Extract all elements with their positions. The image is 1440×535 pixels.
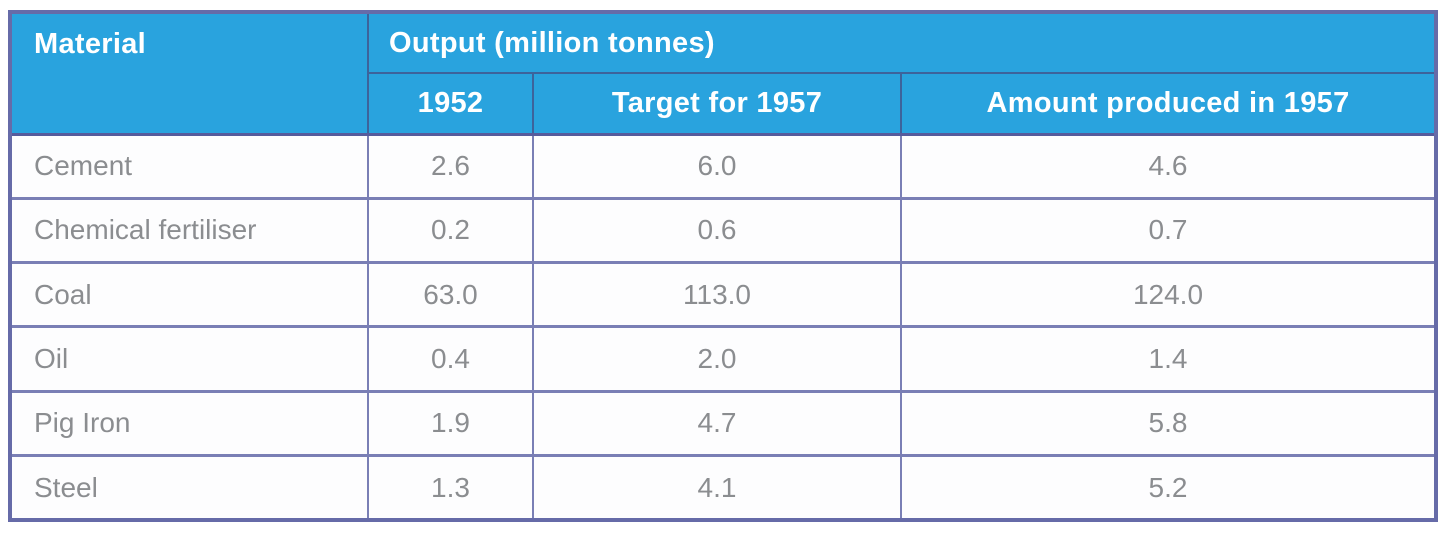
table-row: Oil 0.4 2.0 1.4 (9, 325, 1437, 393)
cell-value-1952: 2.6 (367, 132, 534, 200)
cell-value-1952: 1.9 (367, 389, 534, 458)
cell-material: Cement (9, 132, 369, 200)
header-material: Material (9, 11, 369, 136)
cell-material: Chemical fertiliser (9, 196, 369, 265)
cell-value-produced: 5.8 (900, 389, 1437, 458)
cell-material: Steel (9, 454, 369, 522)
cell-value-produced: 4.6 (900, 132, 1437, 200)
cell-value-target: 6.0 (532, 132, 902, 200)
table-body: Cement 2.6 6.0 4.6 Chemical fertiliser 0… (9, 132, 1437, 522)
header-produced-1957: Amount produced in 1957 (900, 72, 1437, 136)
cell-value-produced: 1.4 (900, 325, 1437, 393)
cell-value-produced: 5.2 (900, 454, 1437, 522)
cell-material: Pig Iron (9, 389, 369, 458)
cell-material: Coal (9, 261, 369, 329)
table-header: Material Output (million tonnes) 1952 Ta… (9, 11, 1437, 136)
cell-value-1952: 0.2 (367, 196, 534, 265)
cell-material: Oil (9, 325, 369, 393)
cell-value-produced: 124.0 (900, 261, 1437, 329)
cell-value-target: 4.7 (532, 389, 902, 458)
table-row: Chemical fertiliser 0.2 0.6 0.7 (9, 196, 1437, 265)
header-output-group: Output (million tonnes) (367, 11, 1437, 74)
table-row: Pig Iron 1.9 4.7 5.8 (9, 389, 1437, 458)
cell-value-target: 2.0 (532, 325, 902, 393)
cell-value-target: 4.1 (532, 454, 902, 522)
cell-value-1952: 1.3 (367, 454, 534, 522)
output-table: Material Output (million tonnes) 1952 Ta… (8, 10, 1438, 522)
cell-value-target: 0.6 (532, 196, 902, 265)
header-row-group: Material Output (million tonnes) (9, 11, 1437, 136)
cell-value-1952: 63.0 (367, 261, 534, 329)
header-row-columns: 1952 Target for 1957 Amount produced in … (10, 72, 1437, 136)
table-row: Cement 2.6 6.0 4.6 (9, 132, 1437, 200)
cell-value-1952: 0.4 (367, 325, 534, 393)
cell-value-produced: 0.7 (900, 196, 1437, 265)
cell-value-target: 113.0 (532, 261, 902, 329)
table-row: Coal 63.0 113.0 124.0 (9, 261, 1437, 329)
table-row: Steel 1.3 4.1 5.2 (9, 454, 1437, 522)
header-target-1957: Target for 1957 (532, 72, 902, 136)
header-1952: 1952 (367, 72, 534, 136)
